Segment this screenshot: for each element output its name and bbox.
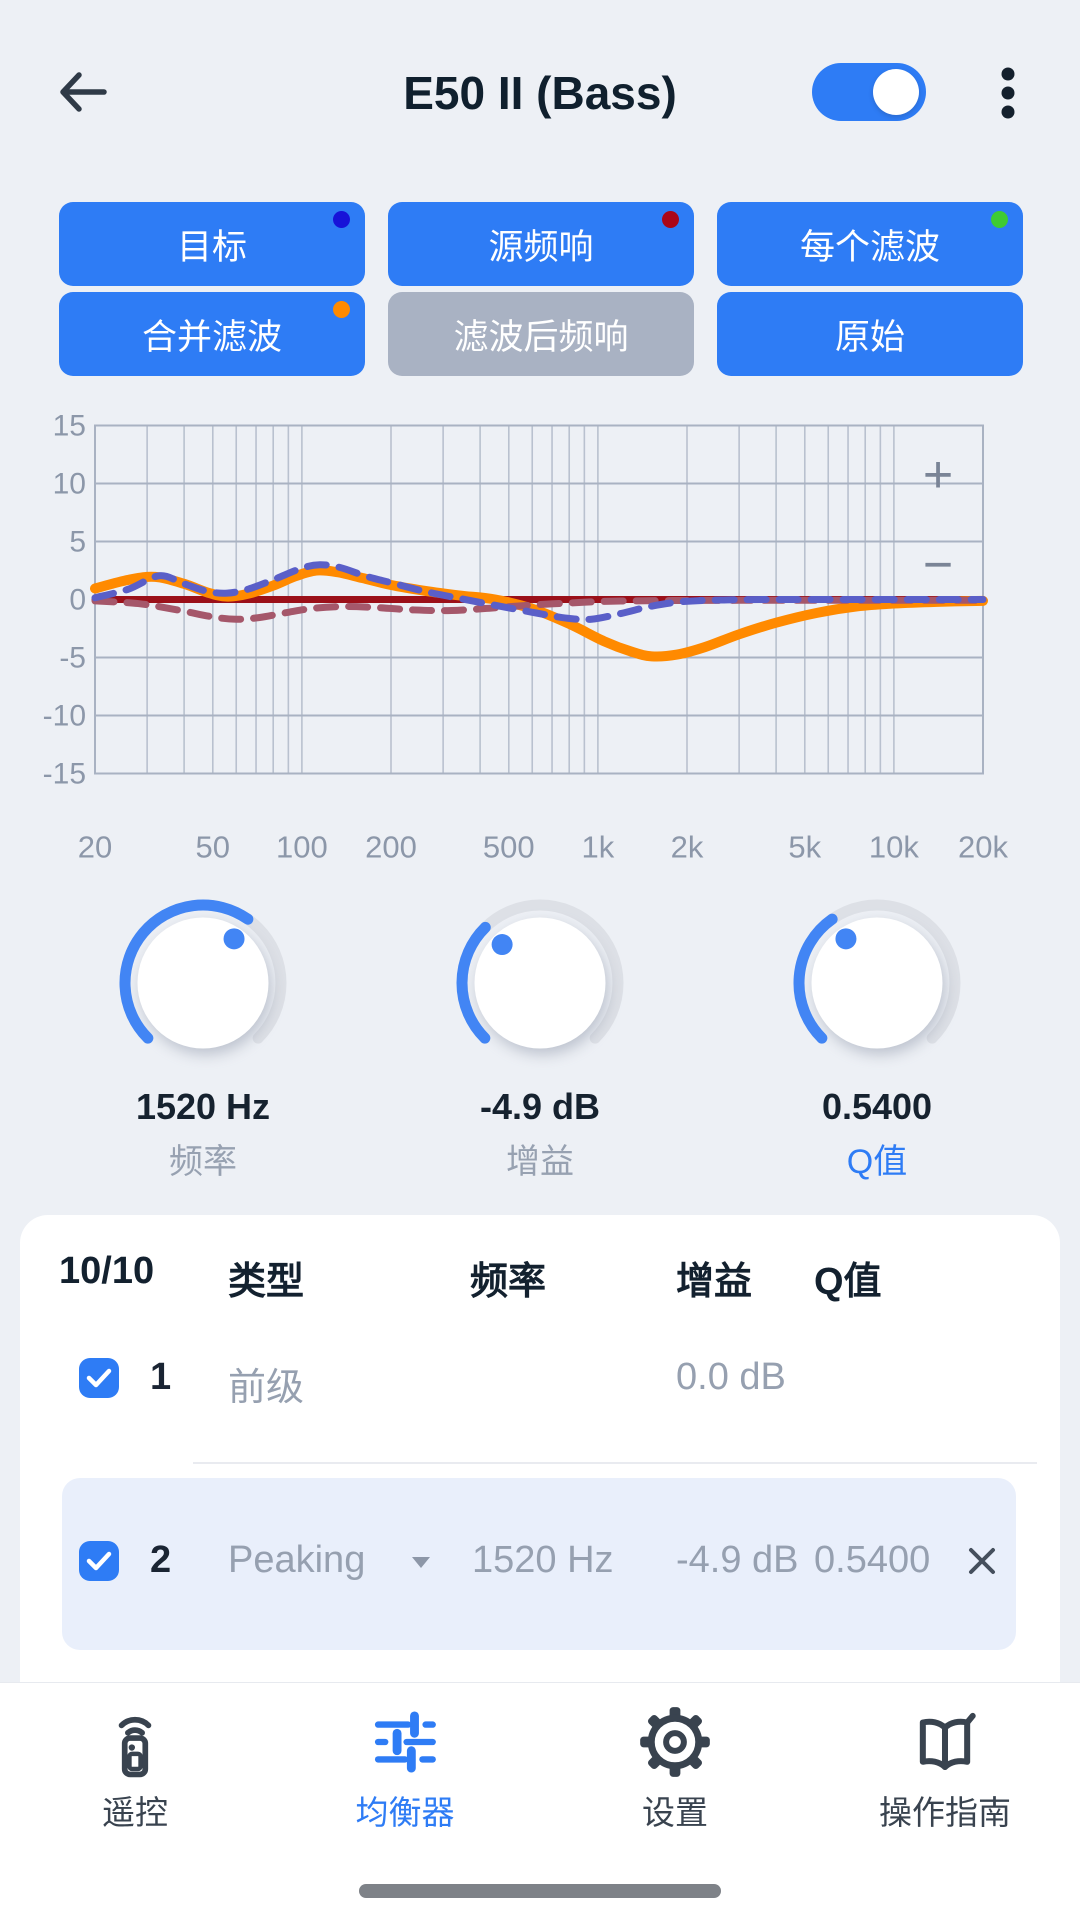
legend-button-label: 滤波后频响 [453,317,629,357]
knob-frequency[interactable] [108,888,298,1078]
filter-gain: 0.0 dB [676,1356,786,1398]
equalizer-icon [374,1711,436,1773]
svg-text:20k: 20k [958,830,1008,865]
legend-button-1[interactable]: 目标 [59,202,365,286]
svg-text:5k: 5k [788,830,821,865]
legend-button-label: 目标 [176,227,247,267]
series-目标 [91,561,987,624]
book-icon [919,1712,976,1771]
knob-q[interactable] [782,888,972,1078]
chart-zoom-in-button[interactable]: + [922,446,954,504]
legend-color-dot [991,211,1008,228]
knob-label: 增益 [506,1143,574,1181]
column-header: 增益 [676,1261,753,1303]
svg-text:10k: 10k [869,830,919,865]
svg-text:50: 50 [196,830,230,865]
legend-button-label: 源频响 [488,227,594,267]
knob-value: 0.5400 [821,1086,933,1127]
filter-enabled-checkbox[interactable] [79,1358,119,1398]
nav-item-book[interactable]: 操作指南 [835,1704,1055,1834]
legend-button-2[interactable]: 源频响 [388,202,694,286]
nav-item-equalizer[interactable]: 均衡器 [295,1704,515,1834]
svg-text:1k: 1k [582,830,615,865]
svg-text:-15: -15 [43,758,86,791]
filter-q: 0.5400 [814,1539,931,1581]
knob-value: 1520 Hz [135,1086,271,1127]
gear-icon [640,1707,710,1777]
legend-button-5[interactable]: 滤波后频响 [388,292,694,376]
nav-item-gear[interactable]: 设置 [565,1704,785,1834]
type-dropdown-caret-icon[interactable] [412,1557,430,1568]
knob-indicator-dot [835,928,857,950]
knob-progress-arc [793,913,838,1044]
filter-count: 10/10 [59,1250,155,1292]
bottom-nav-bar [0,1682,1080,1920]
selected-row-highlight[interactable] [62,1478,1016,1650]
legend-color-dot [662,211,679,228]
page-title: E50 II (Bass) [403,67,677,119]
filter-gain: -4.9 dB [676,1539,799,1581]
svg-text:200: 200 [365,830,417,865]
nav-item-label: 操作指南 [879,1794,1011,1831]
svg-text:-10: -10 [43,700,86,733]
svg-text:0: 0 [69,584,86,617]
legend-color-dot [333,301,350,318]
overflow-menu-icon[interactable] [990,62,1026,124]
back-arrow-icon[interactable] [52,62,112,122]
column-header: Q值 [814,1261,882,1303]
filter-number: 1 [150,1356,172,1398]
knob-indicator-dot [491,934,513,956]
column-header: 类型 [228,1261,305,1303]
nav-item-label: 均衡器 [355,1794,455,1831]
home-indicator [359,1884,721,1898]
svg-text:15: 15 [53,410,86,443]
legend-button-label: 合并滤波 [141,317,282,357]
knob-gain[interactable] [445,888,635,1078]
legend-color-dot [333,211,350,228]
nav-item-label: 遥控 [102,1794,168,1831]
knob-value: -4.9 dB [479,1086,601,1127]
knob-progress-arc [119,899,254,1044]
filter-type-dropdown[interactable]: Peaking [228,1539,366,1581]
filter-enabled-checkbox[interactable] [79,1541,119,1581]
nav-item-label: 设置 [642,1794,708,1831]
remote-icon [118,1717,152,1778]
svg-text:10: 10 [53,468,86,501]
knob-label: Q值 [846,1143,908,1181]
legend-button-3[interactable]: 每个滤波 [717,202,1023,286]
svg-text:5: 5 [69,526,86,559]
filter-number: 2 [150,1539,172,1581]
svg-text:20: 20 [78,830,112,865]
svg-text:2k: 2k [671,830,704,865]
legend-button-label: 每个滤波 [799,227,940,267]
legend-button-4[interactable]: 合并滤波 [59,292,365,376]
filter-frequency: 1520 Hz [472,1539,614,1581]
knob-indicator-dot [223,928,245,950]
delete-filter-button[interactable] [964,1543,1004,1583]
svg-text:100: 100 [276,830,328,865]
chart-zoom-out-button[interactable]: − [922,536,954,594]
power-toggle[interactable] [812,63,926,121]
legend-button-6[interactable]: 原始 [717,292,1023,376]
svg-text:-5: -5 [59,642,86,675]
knob-progress-arc [456,921,491,1044]
toggle-knob [873,69,919,115]
nav-item-remote[interactable]: 遥控 [25,1704,245,1834]
filter-type: 前级 [228,1367,305,1409]
row-divider [193,1462,1037,1464]
series-源频响 [91,596,987,623]
column-header: 频率 [470,1261,547,1303]
knob-label: 频率 [169,1143,237,1181]
svg-text:500: 500 [483,830,535,865]
legend-button-label: 原始 [834,317,905,357]
